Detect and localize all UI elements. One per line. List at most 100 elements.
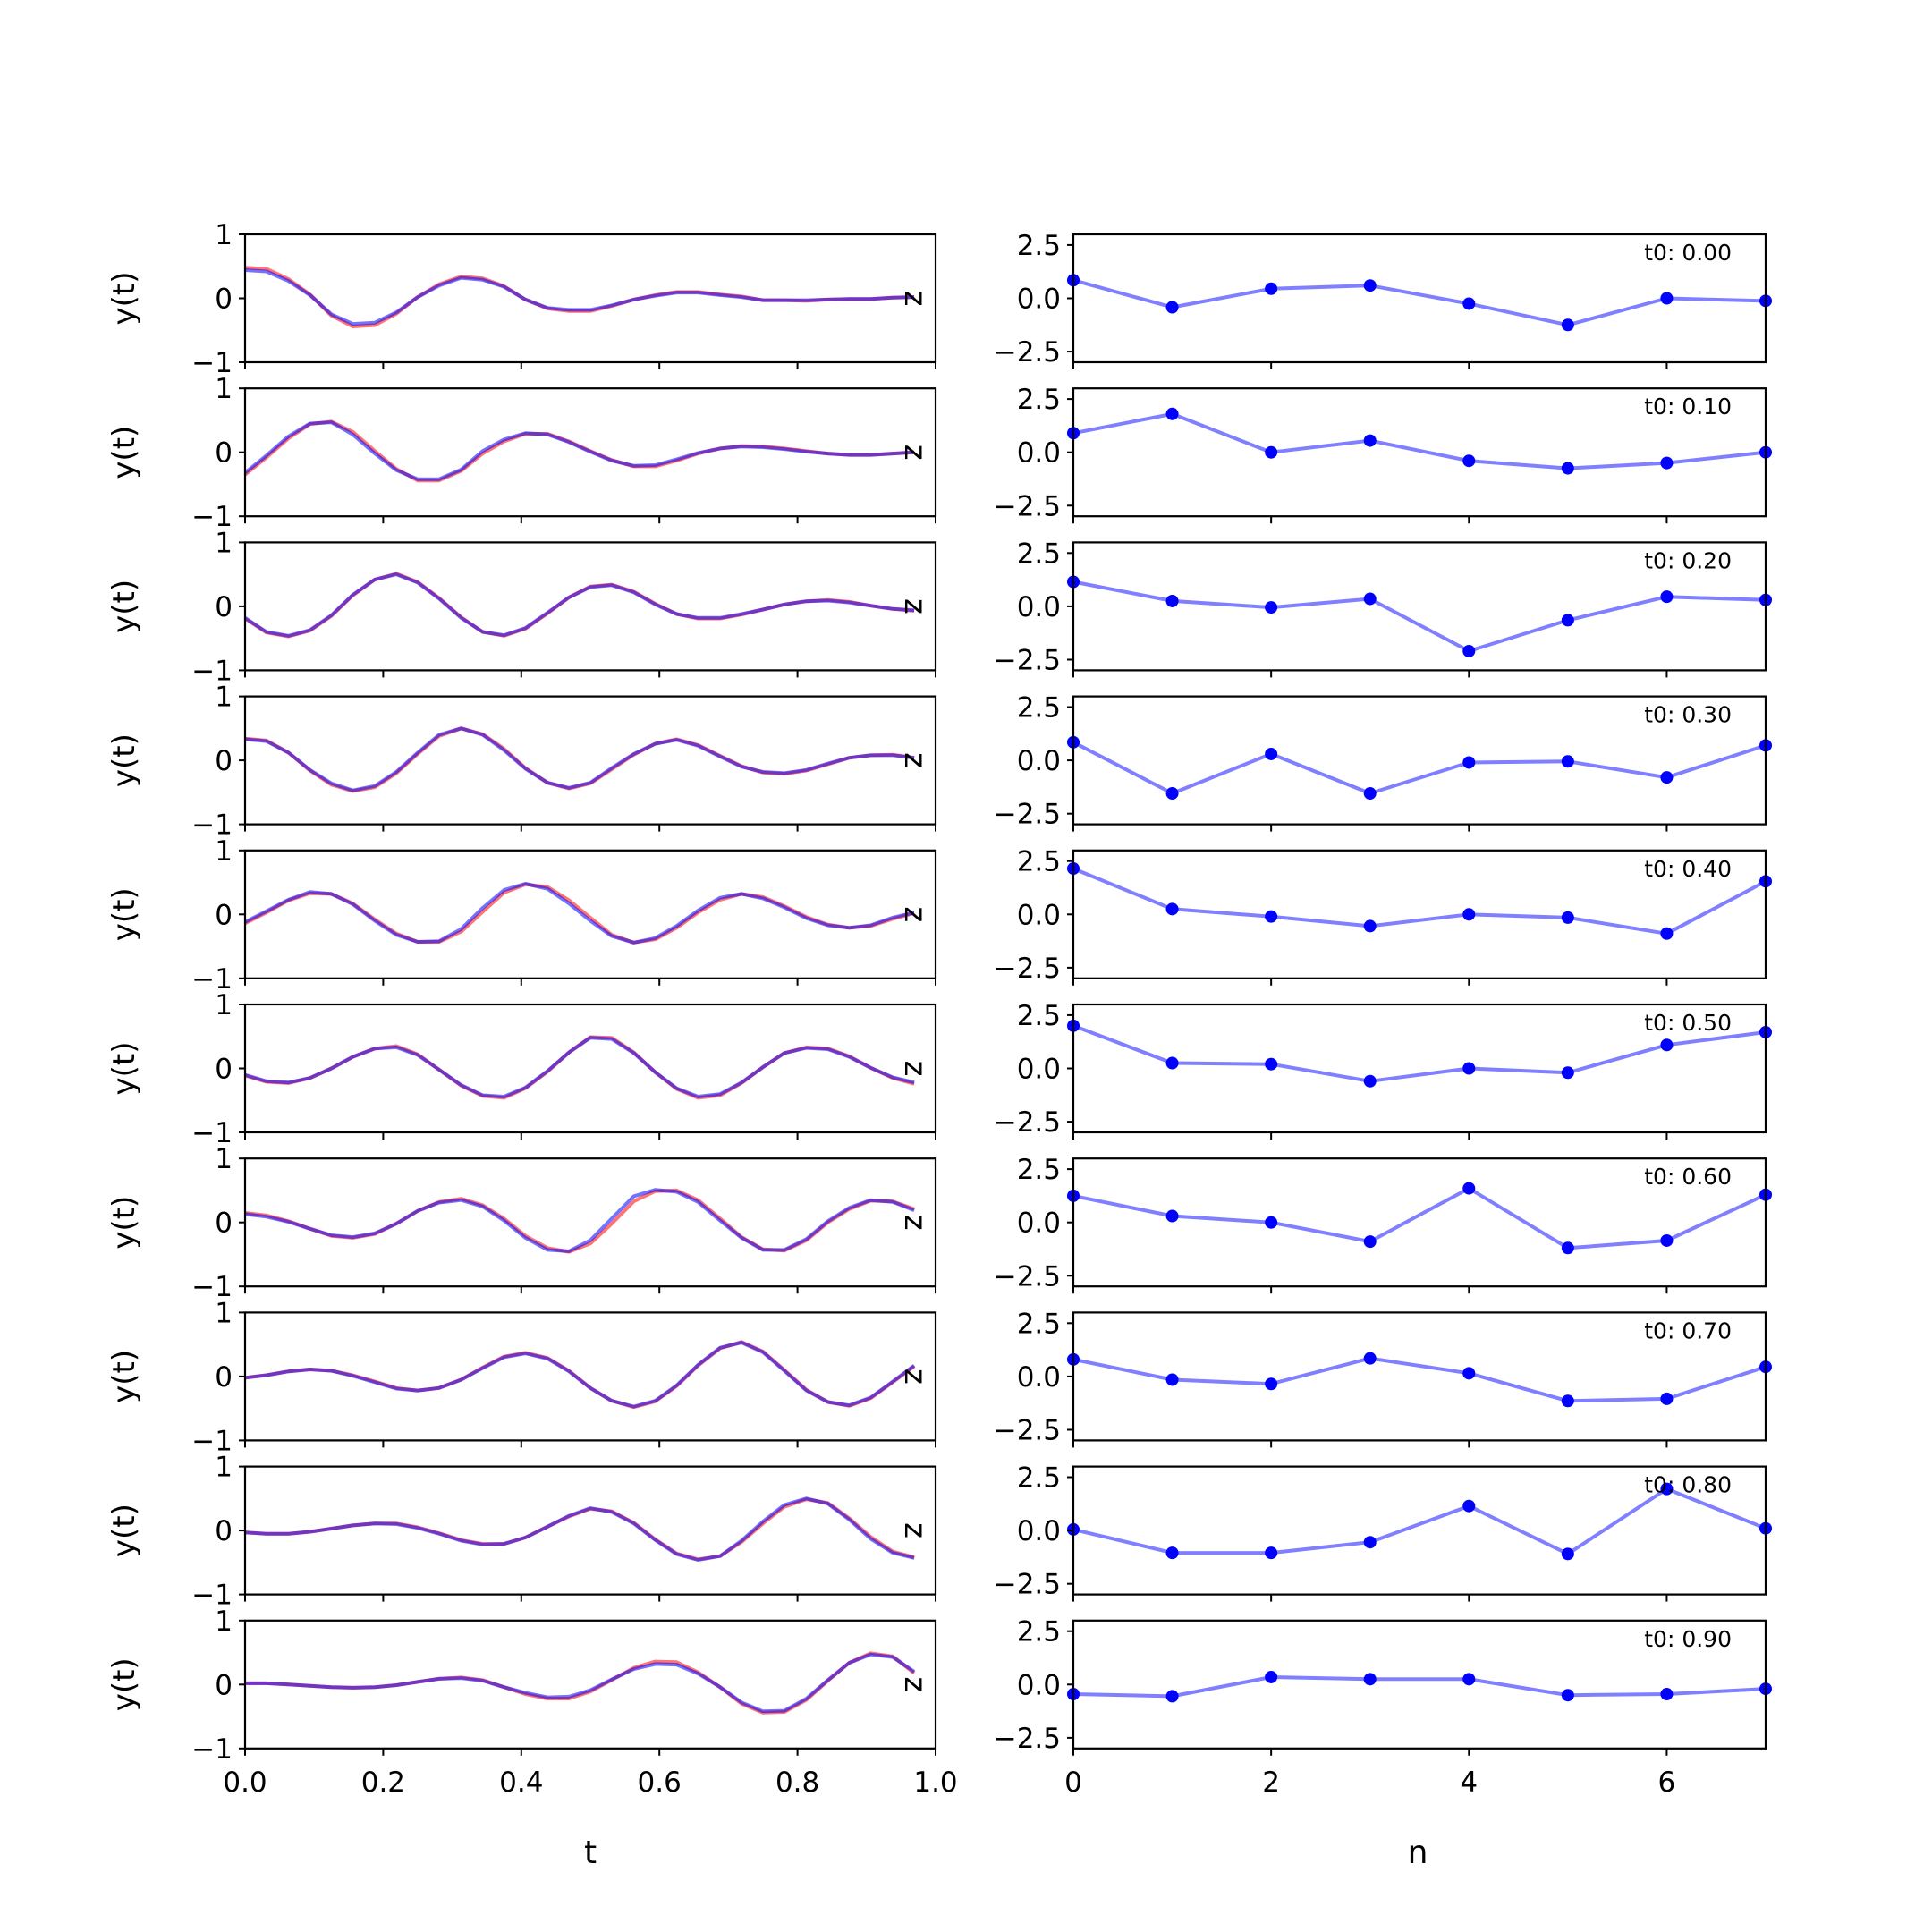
latent-point [1660,1392,1674,1405]
latent-point [1660,456,1674,470]
left-subplot: −1 0 1 y(t) [106,219,937,379]
latent-point [1165,301,1179,314]
y-tick-label: −2.5 [994,799,1061,831]
y-tick-label: 1 [215,1143,233,1175]
left-subplot: −1 0 1 y(t) [106,373,937,533]
x-tick-label: 0.0 [223,1767,267,1799]
latent-point [1165,407,1179,420]
latent-point [1265,1216,1278,1229]
y-tick-label: 2.5 [1017,1462,1061,1495]
latent-point [1660,1482,1674,1496]
left-subplot: −1 0 1 y(t) [106,835,937,996]
predicted-series-line [244,1496,915,1562]
y-axis-label: y(t) [106,580,142,633]
latent-point [1363,787,1377,801]
subplot-annotation: t0: 0.40 [1644,856,1732,882]
latent-point [1462,1367,1476,1380]
latent-series-line [1072,1023,1767,1083]
latent-point [1462,1673,1476,1686]
latent-point [1165,1373,1179,1386]
y-tick-label: 1 [215,219,233,251]
left-subplot: −1 0 1 y(t) [106,1297,937,1457]
y-tick-label: 2.5 [1017,846,1061,878]
y-axis-label: y(t) [106,1504,142,1557]
subplot-annotation: t0: 0.70 [1644,1318,1732,1343]
y-tick-label: 0.0 [1017,1208,1061,1240]
y-tick-label: 2.5 [1017,230,1061,262]
y-axis-label: y(t) [106,1350,142,1403]
latent-point [1363,1673,1377,1686]
x-tick-label: 1.0 [913,1767,957,1799]
y-tick-label: 2.5 [1017,1616,1061,1648]
latent-point [1265,1546,1278,1560]
latent-point [1561,755,1574,768]
y-tick-label: 1 [215,989,233,1021]
y-tick-label: 0.0 [1017,745,1061,777]
left-subplot: −1 0 1 y(t) [106,1452,937,1612]
right-subplot: −2.5 0.0 2.5 t0: 0.10 z [897,384,1772,524]
y-tick-label: −1 [191,655,233,687]
z-axis-label: z [897,291,933,307]
latent-point [1462,454,1476,468]
y-tick-label: −1 [191,1733,233,1766]
latent-point [1462,908,1476,921]
z-axis-label: z [897,1368,933,1385]
latent-point [1660,1038,1674,1052]
y-tick-label: −1 [191,809,233,842]
latent-point [1561,614,1574,627]
latent-series-line [1072,741,1767,795]
y-tick-label: 2.5 [1017,384,1061,416]
right-subplot: −2.5 0.0 2.5 t0: 0.60 z [897,1154,1772,1294]
latent-point [1265,1377,1278,1391]
y-tick-label: 0 [215,437,233,470]
z-axis-label: z [897,445,933,461]
right-subplot: −2.5 0.0 2.5 t0: 0.50 z [897,1000,1772,1140]
plot-area [1073,850,1766,979]
latent-point [1561,462,1574,475]
y-tick-label: 1 [215,1452,233,1484]
latent-series-line [1072,580,1767,653]
latent-point [1363,592,1377,606]
right-subplot: −2.5 0.0 2.5 t0: 0.30 z [897,692,1772,832]
predicted-series-line [244,726,915,792]
right-subplot: −2.5 0.0 2.5 t0: 0.40 z [897,846,1772,986]
y-tick-label: −1 [191,501,233,533]
predicted-series-line [244,1036,915,1098]
x-tick-label: 0.8 [775,1767,819,1799]
y-tick-label: −1 [191,1117,233,1149]
latent-series-line [1072,411,1767,470]
latent-point [1561,1689,1574,1702]
y-axis-label: y(t) [106,272,142,326]
plot-area [1073,1620,1766,1749]
subplot-annotation: t0: 0.20 [1644,547,1732,573]
x-tick-label: 0.4 [499,1767,543,1799]
y-tick-label: 0.0 [1017,899,1061,931]
latent-point [1660,292,1674,305]
latent-point [1165,1690,1179,1703]
plot-area [245,542,936,671]
subplot-annotation: t0: 0.50 [1644,1010,1732,1036]
latent-point [1363,434,1377,447]
y-tick-label: 0 [215,1208,233,1240]
latent-point [1561,318,1574,332]
y-tick-label: −2.5 [994,1414,1061,1446]
latent-series-line [1072,1186,1767,1250]
predicted-series-line [244,882,915,945]
right-subplot: −2.5 0.0 2.5 t0: 0.20 z [897,538,1772,678]
latent-point [1265,1670,1278,1683]
latent-point [1660,771,1674,784]
latent-point [1462,1062,1476,1075]
y-tick-label: −2.5 [994,953,1061,985]
y-tick-label: 2.5 [1017,1154,1061,1186]
predicted-series-line [244,1188,915,1253]
y-tick-label: −1 [191,1580,233,1612]
z-axis-label: z [897,1522,933,1538]
latent-point [1265,282,1278,295]
y-tick-label: 2.5 [1017,1308,1061,1340]
latent-point [1165,1056,1179,1070]
y-tick-label: −2.5 [994,644,1061,676]
plot-area [1073,234,1766,362]
plot-area [245,696,936,825]
latent-series-line [1072,1487,1767,1556]
latent-point [1165,1546,1179,1560]
